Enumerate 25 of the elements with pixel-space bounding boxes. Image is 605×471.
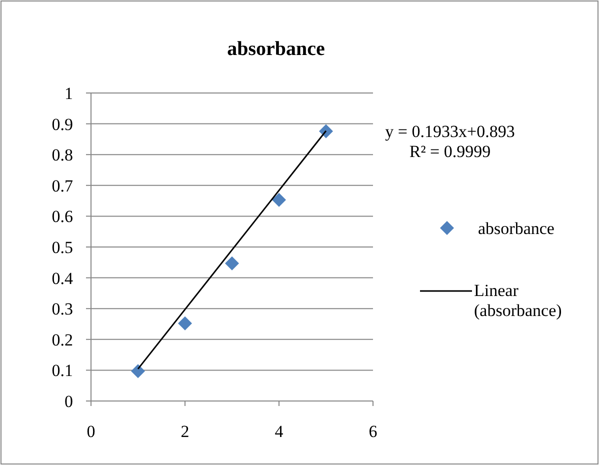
x-tick-label: 4: [274, 422, 284, 441]
y-tick-label: 0.9: [52, 114, 73, 134]
x-tick-label: 2: [180, 422, 190, 441]
y-tick-label: 0.7: [52, 176, 74, 196]
text: R² = 0.9999: [409, 142, 491, 161]
chart-title: absorbance: [227, 38, 326, 60]
x-tick-label: 0: [86, 422, 96, 441]
y-tick-label: 0.5: [52, 238, 73, 257]
y-tick-label: 0.2: [52, 330, 73, 350]
legend-label: Linear (absorbance): [474, 281, 562, 320]
y-tick-label: 0.1: [52, 361, 73, 380]
point: [319, 124, 333, 138]
y-tick-label: 1: [64, 84, 73, 103]
y-tick-label: 0.4: [52, 268, 74, 288]
y-tick-label: 0.3: [52, 300, 73, 319]
y-tick-label: 0.6: [52, 207, 73, 226]
y-tick-label: 0.8: [52, 146, 73, 165]
point: [225, 256, 239, 270]
point: [131, 364, 145, 378]
text: y = 0.1933x+0.893: [385, 122, 515, 141]
point: [178, 316, 192, 330]
legend-label: absorbance: [478, 219, 554, 238]
x-tick-label: 6: [368, 422, 378, 441]
point: [272, 192, 286, 207]
y-tick-label: 0: [64, 392, 73, 411]
